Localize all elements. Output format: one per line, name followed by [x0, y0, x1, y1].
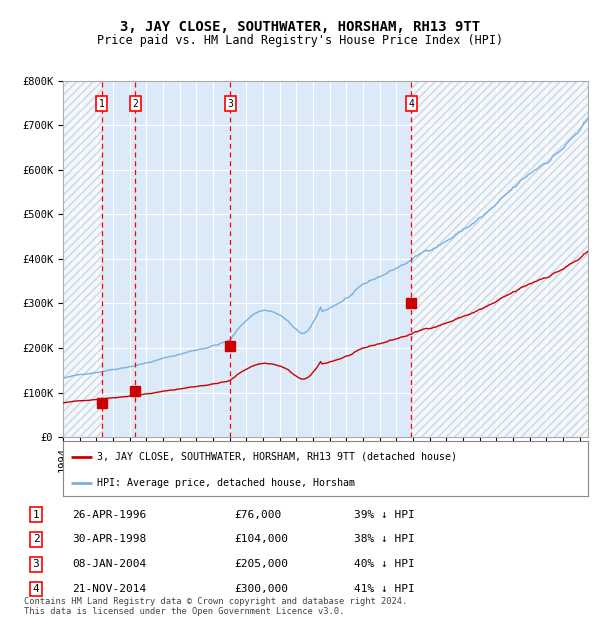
- Text: 3: 3: [227, 99, 233, 108]
- Text: 30-APR-1998: 30-APR-1998: [72, 534, 146, 544]
- Text: 3, JAY CLOSE, SOUTHWATER, HORSHAM, RH13 9TT (detached house): 3, JAY CLOSE, SOUTHWATER, HORSHAM, RH13 …: [97, 452, 457, 462]
- Text: 39% ↓ HPI: 39% ↓ HPI: [354, 510, 415, 520]
- Text: 2: 2: [32, 534, 40, 544]
- Text: £104,000: £104,000: [234, 534, 288, 544]
- Text: 21-NOV-2014: 21-NOV-2014: [72, 584, 146, 594]
- Text: Contains HM Land Registry data © Crown copyright and database right 2024.
This d: Contains HM Land Registry data © Crown c…: [24, 597, 407, 616]
- Text: 41% ↓ HPI: 41% ↓ HPI: [354, 584, 415, 594]
- Text: 2: 2: [132, 99, 138, 108]
- Text: 1: 1: [99, 99, 104, 108]
- Text: 4: 4: [32, 584, 40, 594]
- Text: 4: 4: [409, 99, 414, 108]
- Text: £76,000: £76,000: [234, 510, 281, 520]
- Text: Price paid vs. HM Land Registry's House Price Index (HPI): Price paid vs. HM Land Registry's House …: [97, 34, 503, 47]
- Text: 3: 3: [32, 559, 40, 569]
- Text: 40% ↓ HPI: 40% ↓ HPI: [354, 559, 415, 569]
- Text: £205,000: £205,000: [234, 559, 288, 569]
- Text: 1: 1: [32, 510, 40, 520]
- Text: 26-APR-1996: 26-APR-1996: [72, 510, 146, 520]
- Text: HPI: Average price, detached house, Horsham: HPI: Average price, detached house, Hors…: [97, 478, 355, 488]
- Text: £300,000: £300,000: [234, 584, 288, 594]
- Text: 38% ↓ HPI: 38% ↓ HPI: [354, 534, 415, 544]
- Text: 08-JAN-2004: 08-JAN-2004: [72, 559, 146, 569]
- Text: 3, JAY CLOSE, SOUTHWATER, HORSHAM, RH13 9TT: 3, JAY CLOSE, SOUTHWATER, HORSHAM, RH13 …: [120, 20, 480, 34]
